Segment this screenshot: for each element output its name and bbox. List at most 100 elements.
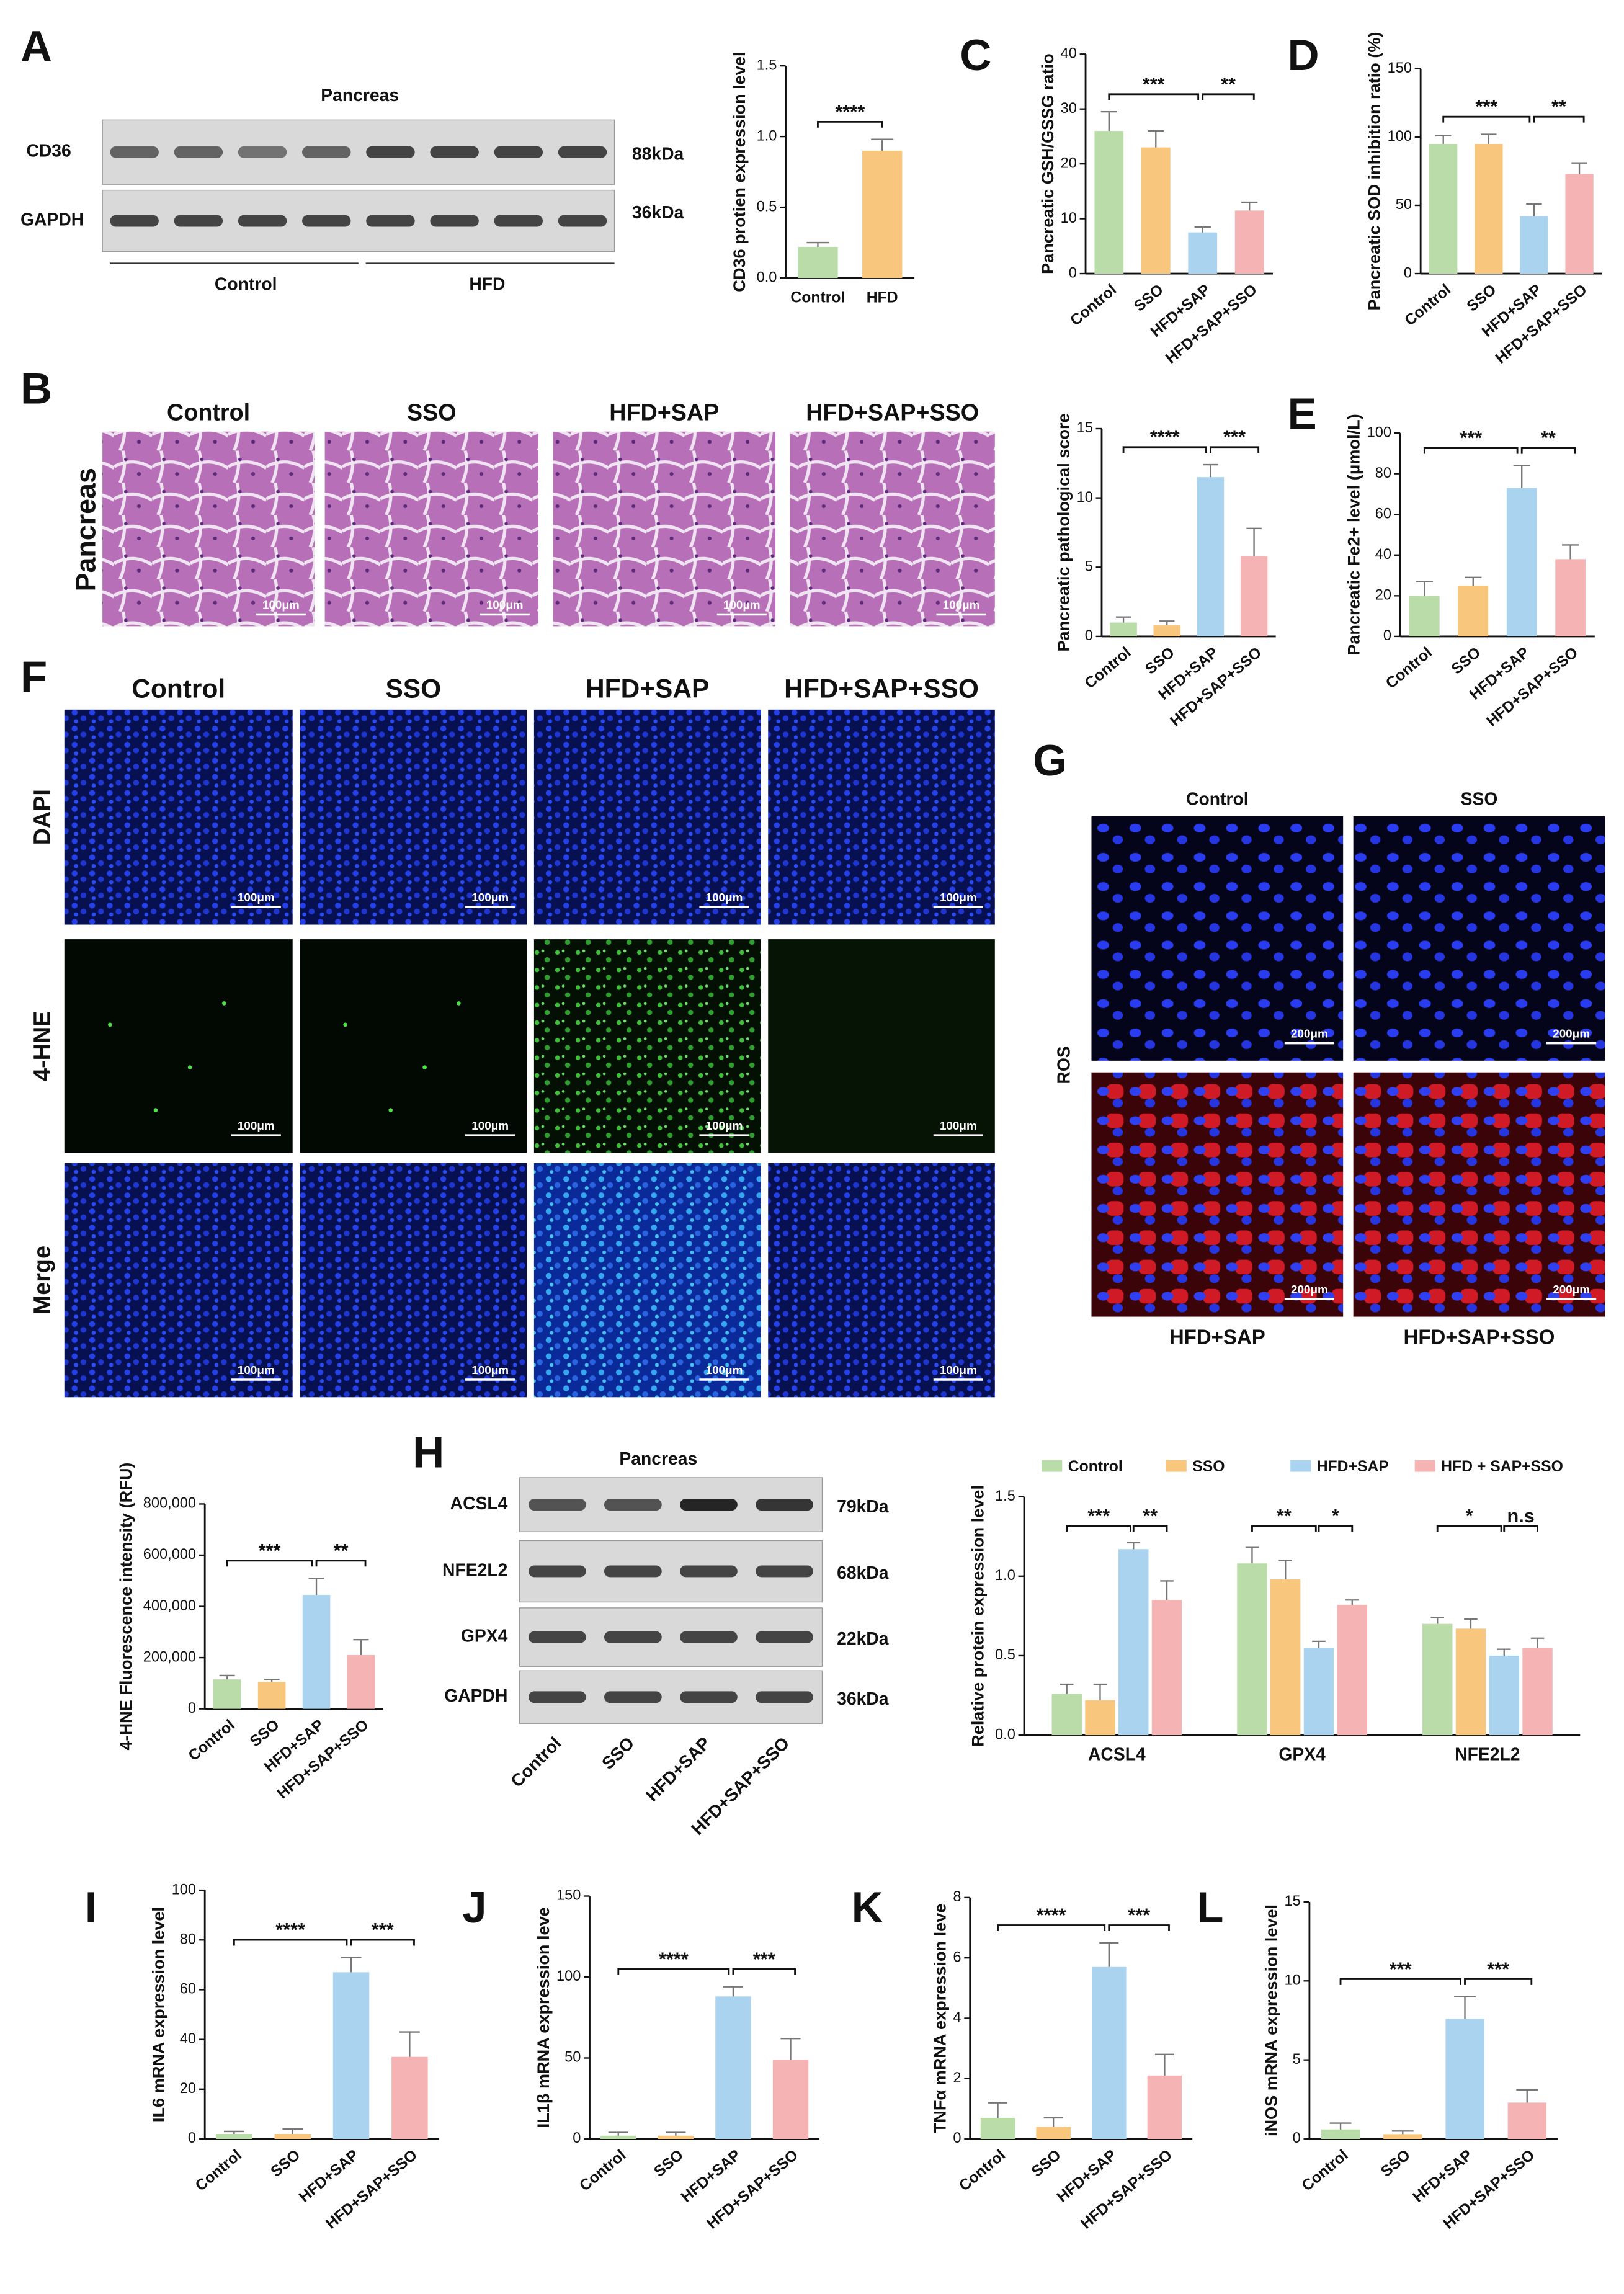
y-tick-label: 80 [1375,465,1391,481]
error-bar [223,2130,244,2134]
bar [1565,174,1594,274]
bar [1051,1694,1082,1736]
micrograph [324,431,538,627]
bar [1151,1600,1182,1736]
significance-label: ** [334,1540,349,1561]
significance-bracket [997,1924,1106,1931]
y-tick-label: 1.0 [995,1567,1015,1583]
scale-bar-label: 200μm [1291,1283,1328,1296]
error-bar [1093,1683,1107,1700]
error-bar [264,1679,280,1682]
speck [222,1001,226,1006]
bar [1489,1655,1519,1736]
y-tick-label: 1.0 [757,127,777,143]
y-tick-label: 0.0 [757,269,777,285]
bar [1507,2102,1546,2140]
significance-label: **** [659,1948,689,1970]
error-bar [1530,1637,1545,1648]
x-tick-label: SSO [1131,282,1166,315]
y-tick-label: 15 [1285,1893,1301,1909]
y-tick-label: 8 [953,1888,961,1904]
panel-label: A [20,22,52,71]
bar [332,1972,370,2140]
x-tick-label: Control [185,1716,238,1764]
y-tick-label: 20 [1061,154,1077,171]
significance-bracket [226,1560,313,1567]
micrograph [1091,1072,1344,1317]
y-tick-label: 60 [180,1981,196,1997]
bar [1141,147,1171,274]
scale-bar-label: 200μm [1553,1027,1590,1040]
y-axis-label: Pancreatic GSH/GSSG ratio [1038,53,1057,274]
scale-bar-label: 100μm [471,1363,509,1377]
blot-title: Pancreas [321,85,399,105]
x-tick-label: SSO [268,2147,303,2180]
row-label: Merge [29,1246,55,1314]
blot-band [680,1565,738,1578]
x-tick-label: SSO [1378,2147,1413,2180]
scale-bar-label: 100μm [943,598,980,611]
y-tick-label: 20 [1375,587,1391,603]
bar [213,1679,241,1709]
micrograph [533,709,761,925]
bar [1036,2127,1071,2140]
micrograph [64,709,293,925]
x-tick-label: Control [1401,282,1454,329]
bar [302,1594,331,1709]
micrograph [1353,816,1605,1061]
significance-label: *** [372,1919,394,1940]
column-label: SSO [407,399,457,425]
legend-label: Control [1068,1458,1123,1475]
significance-label: **** [835,101,865,122]
row-label: ROS [1053,1046,1073,1084]
error-bar [1571,162,1587,174]
bar [1270,1579,1301,1736]
blot-band [604,1691,662,1703]
y-tick-label: 80 [180,1930,196,1947]
x-tick-label: SSO [1028,2147,1064,2180]
bar [1237,1563,1267,1736]
blot-row-label: GAPDH [444,1685,507,1705]
bar [391,2056,428,2140]
significance-label: *** [1475,96,1497,117]
error-bar [666,2131,686,2136]
error-bar [608,2131,628,2136]
significance-label: ** [1277,1506,1292,1527]
y-axis-label: Pancreatic pathological score [1054,413,1073,651]
error-bar [1430,1617,1444,1624]
bar [1383,2134,1422,2140]
scale-bar-label: 100μm [706,891,743,904]
bar [1321,2129,1360,2140]
significance-bracket [732,1968,796,1975]
x-tick-label: Control [1082,644,1135,692]
y-axis-label: Relative protein expression level [968,1485,988,1747]
blot-band [174,215,223,227]
y-tick-label: 50 [564,2049,581,2065]
blot-band [302,215,351,227]
error-bar [1516,2089,1538,2103]
y-tick-label: 50 [1396,196,1412,212]
scale-bar-label: 100μm [940,1119,977,1132]
y-tick-label: 20 [180,2080,196,2096]
error-bar [1099,1942,1119,1967]
error-bar [806,241,829,247]
column-label: HFD+SAP [586,674,709,703]
significance-bracket [1423,447,1519,454]
y-tick-label: 0.0 [995,1726,1015,1742]
error-bar [341,1957,362,1973]
y-tick-label: 150 [556,1887,581,1903]
legend-swatch [1290,1460,1311,1472]
significance-label: *** [1087,1506,1110,1527]
blot-row-label: NFE2L2 [442,1560,507,1579]
panel-label: I [85,1883,97,1932]
blot-band [756,1565,813,1578]
error-bar [1465,576,1482,586]
bar [1506,488,1537,636]
column-label: SSO [385,674,441,703]
significance-bracket [1520,447,1576,454]
bar [1188,232,1218,274]
lane-label: SSO [598,1733,638,1773]
column-label: HFD+SAP+SSO [784,674,979,703]
x-tick-label: GPX4 [1278,1744,1326,1764]
y-axis-label: iNOS mRNA expression level [1262,1904,1281,2136]
